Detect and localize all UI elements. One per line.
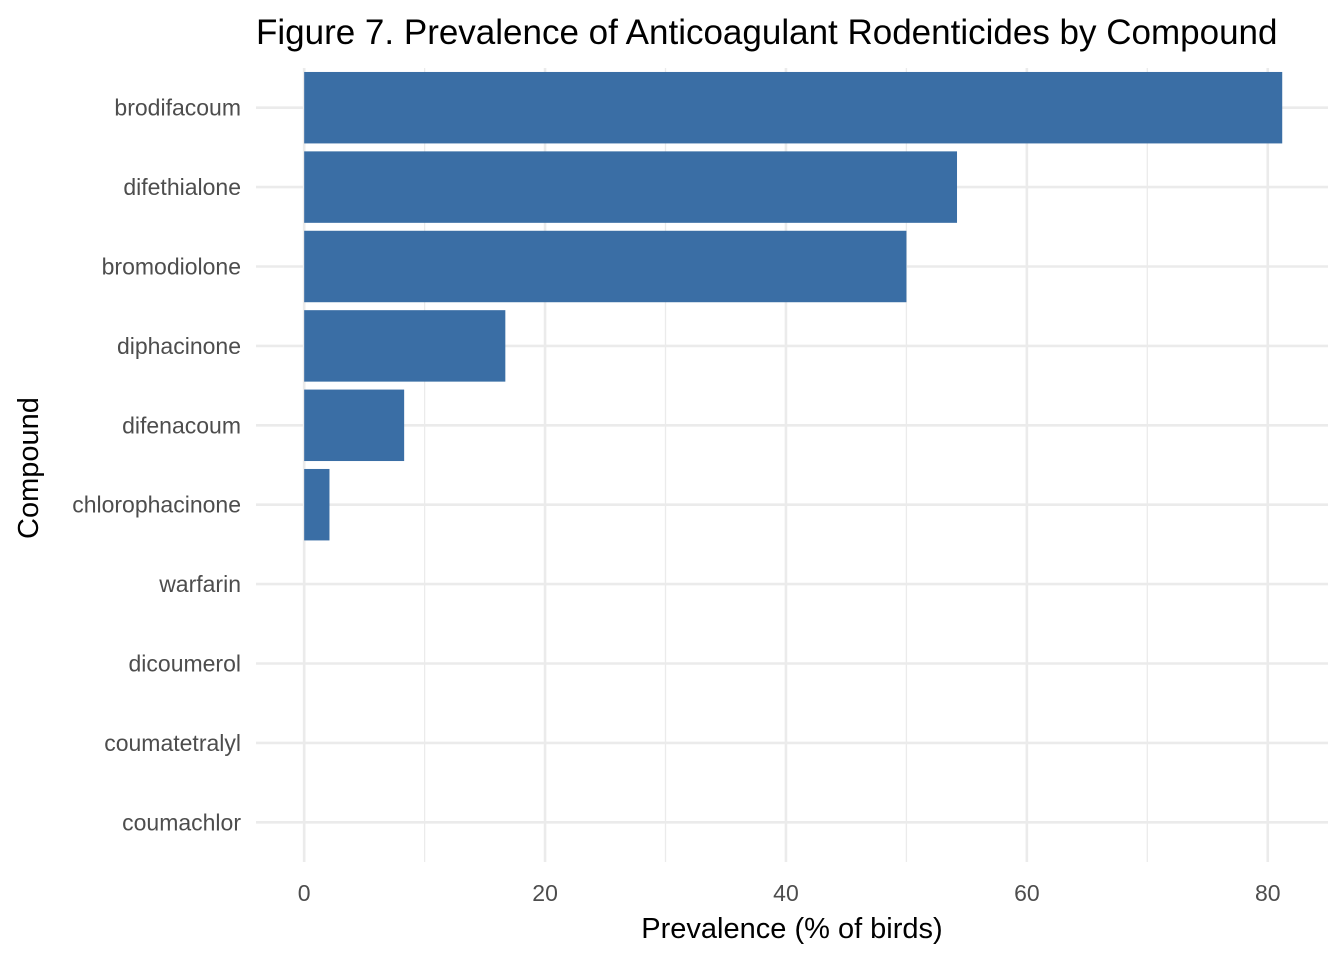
- y-tick-label: brodifacoum: [114, 95, 241, 121]
- y-tick-label: chlorophacinone: [72, 492, 241, 518]
- y-tick-label: bromodiolone: [102, 254, 241, 280]
- y-tick-label: coumachlor: [122, 809, 241, 835]
- y-tick-label: dicoumerol: [129, 651, 242, 677]
- x-axis-title: Prevalence (% of birds): [641, 913, 942, 945]
- x-tick-label: 20: [532, 880, 558, 906]
- y-axis-title: Compound: [13, 397, 45, 539]
- bar-difethialone: [304, 151, 958, 223]
- y-tick-label: warfarin: [158, 571, 241, 597]
- y-tick-labels: brodifacoum difethialone bromodiolone dipha…: [72, 95, 241, 836]
- y-tick-label: coumatetralyl: [104, 730, 241, 756]
- y-tick-label: diphacinone: [117, 333, 241, 359]
- y-tick-label: difenacoum: [122, 412, 241, 438]
- x-tick-label: 80: [1255, 880, 1281, 906]
- bar-chlorophacinone: [304, 468, 330, 541]
- chart-title: Figure 7. Prevalence of Anticoagulant Ro…: [256, 13, 1277, 52]
- bar-difenacoum: [304, 389, 405, 462]
- x-tick-labels: 0 20 40 60 80: [298, 880, 1281, 906]
- x-tick-label: 40: [773, 880, 799, 906]
- y-tick-label: difethialone: [123, 174, 241, 200]
- bars-layer: [304, 71, 1283, 541]
- bar-bromodiolone: [304, 230, 907, 303]
- bar-brodifacoum: [304, 71, 1283, 144]
- bar-diphacinone: [304, 310, 506, 382]
- x-tick-label: 60: [1014, 880, 1040, 906]
- x-tick-label: 0: [298, 880, 311, 906]
